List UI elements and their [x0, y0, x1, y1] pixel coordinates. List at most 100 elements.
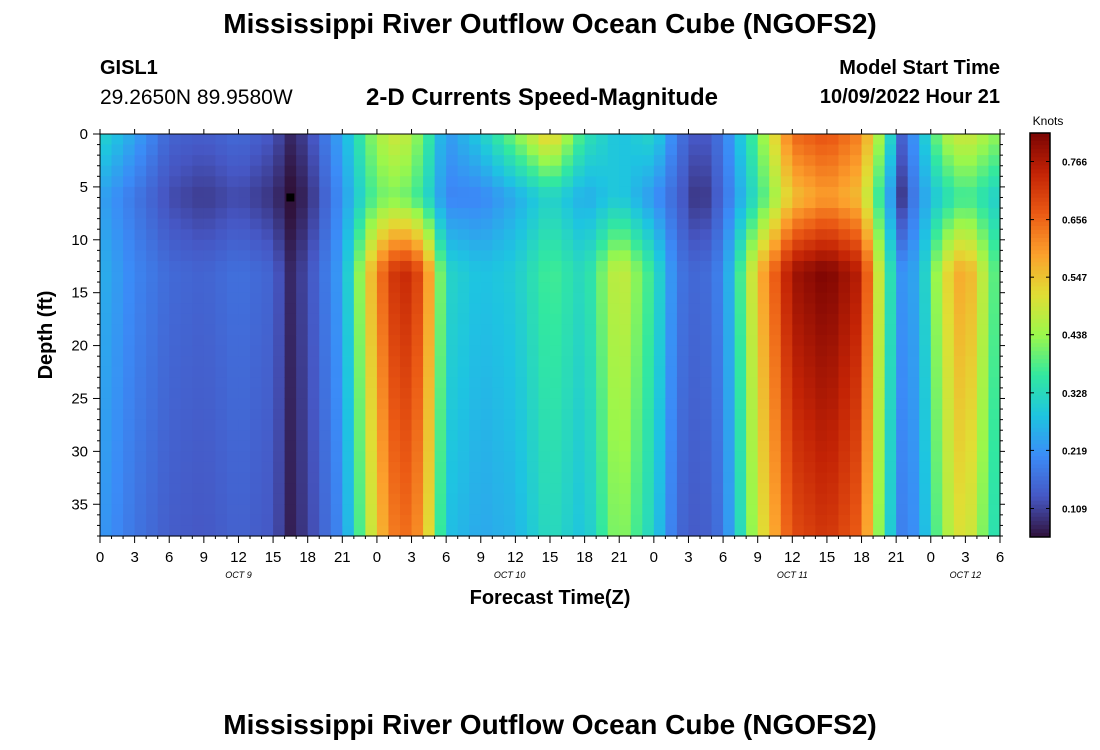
heatmap-cell [146, 165, 159, 177]
heatmap-cell [676, 387, 690, 400]
heatmap-cell [723, 271, 736, 283]
heatmap-cell [376, 313, 390, 326]
heatmap-cell [180, 440, 193, 452]
heatmap-cell [480, 409, 493, 421]
heatmap-cell [480, 356, 493, 368]
heatmap-cell [180, 218, 193, 230]
heatmap-cell [642, 493, 655, 505]
heatmap-cell [930, 292, 943, 304]
heatmap-cell [411, 282, 424, 294]
heatmap-cell [365, 345, 378, 357]
heatmap-cell [757, 292, 770, 304]
heatmap-cell [884, 144, 897, 156]
heatmap-cell [907, 366, 920, 378]
heatmap-cell [203, 282, 216, 294]
heatmap-cell [861, 430, 874, 442]
heatmap-cell [746, 165, 759, 177]
heatmap-cell [226, 144, 240, 156]
heatmap-cell [319, 229, 332, 241]
heatmap-cell [919, 292, 932, 304]
heatmap-cell [584, 356, 597, 368]
heatmap-cell [884, 197, 897, 209]
heatmap-cell [284, 514, 297, 527]
colorbar-segment [1030, 371, 1050, 376]
colorbar-segment [1030, 355, 1050, 360]
heatmap-cell [780, 398, 793, 410]
heatmap-cell [573, 218, 586, 230]
heatmap-cell [273, 324, 286, 336]
heatmap-cell [734, 197, 747, 209]
heatmap-cell [296, 430, 309, 442]
heatmap-cell [400, 430, 413, 442]
heatmap-cell [850, 483, 863, 495]
heatmap-cell [180, 324, 193, 336]
heatmap-cell [376, 165, 390, 177]
heatmap-cell [423, 176, 436, 188]
heatmap-cell [873, 387, 886, 400]
heatmap-cell [319, 461, 332, 474]
heatmap-cell [526, 525, 540, 537]
heatmap-cell [353, 271, 366, 283]
heatmap-cell [873, 313, 886, 326]
heatmap-cell [711, 176, 724, 188]
heatmap-cell [642, 430, 655, 442]
colorbar-segment [1030, 423, 1050, 429]
heatmap-cell [330, 303, 343, 315]
heatmap-cell [896, 472, 909, 484]
y-axis-label: Depth (ft) [35, 291, 57, 380]
heatmap-cell [711, 155, 724, 167]
heatmap-cell [573, 303, 586, 315]
colorbar-segment [1030, 472, 1050, 477]
heatmap-cell [192, 134, 205, 146]
colorbar-segment [1030, 436, 1050, 441]
heatmap-cell [838, 271, 851, 283]
heatmap-cell [469, 493, 482, 505]
heatmap-cell [561, 303, 574, 315]
heatmap-cell [376, 218, 390, 230]
heatmap-cell [838, 419, 851, 431]
heatmap-cell [307, 387, 320, 400]
heatmap-cell [815, 514, 828, 527]
heatmap-cell [376, 260, 390, 273]
heatmap-cell [434, 356, 447, 368]
heatmap-cell [434, 345, 447, 357]
heatmap-cell [988, 208, 1001, 220]
heatmap-cell [434, 218, 447, 230]
heatmap-cell [561, 472, 574, 484]
heatmap-cell [296, 345, 309, 357]
heatmap-cell [861, 504, 874, 516]
heatmap-cell [538, 377, 551, 389]
heatmap-cell [953, 504, 966, 516]
heatmap-cell [250, 409, 263, 421]
heatmap-cell [930, 451, 943, 463]
heatmap-cell [123, 144, 136, 156]
heatmap-cell [850, 514, 863, 527]
heatmap-cell [826, 282, 840, 294]
heatmap-cell [619, 483, 632, 495]
heatmap-cell [353, 504, 366, 516]
heatmap-cell [238, 493, 251, 505]
heatmap-cell [723, 313, 736, 326]
heatmap-cell [180, 472, 193, 484]
heatmap-cell [757, 134, 770, 146]
heatmap-cell [215, 197, 228, 209]
heatmap-cell [573, 472, 586, 484]
heatmap-cell [573, 409, 586, 421]
heatmap-cell [180, 165, 193, 177]
heatmap-cell [803, 155, 816, 167]
heatmap-cell [746, 345, 759, 357]
heatmap-cell [411, 514, 424, 527]
heatmap-cell [780, 451, 793, 463]
colorbar-segment [1030, 201, 1050, 207]
heatmap-cell [561, 440, 574, 452]
heatmap-cell [503, 271, 516, 283]
heatmap-cell [746, 409, 759, 421]
heatmap-cell [884, 324, 897, 336]
heatmap-cell [319, 155, 332, 167]
heatmap-cell [896, 176, 909, 188]
heatmap-cell [630, 303, 643, 315]
heatmap-cell [238, 197, 251, 209]
heatmap-cell [850, 461, 863, 474]
heatmap-cell [157, 144, 170, 156]
heatmap-cell [365, 366, 378, 378]
